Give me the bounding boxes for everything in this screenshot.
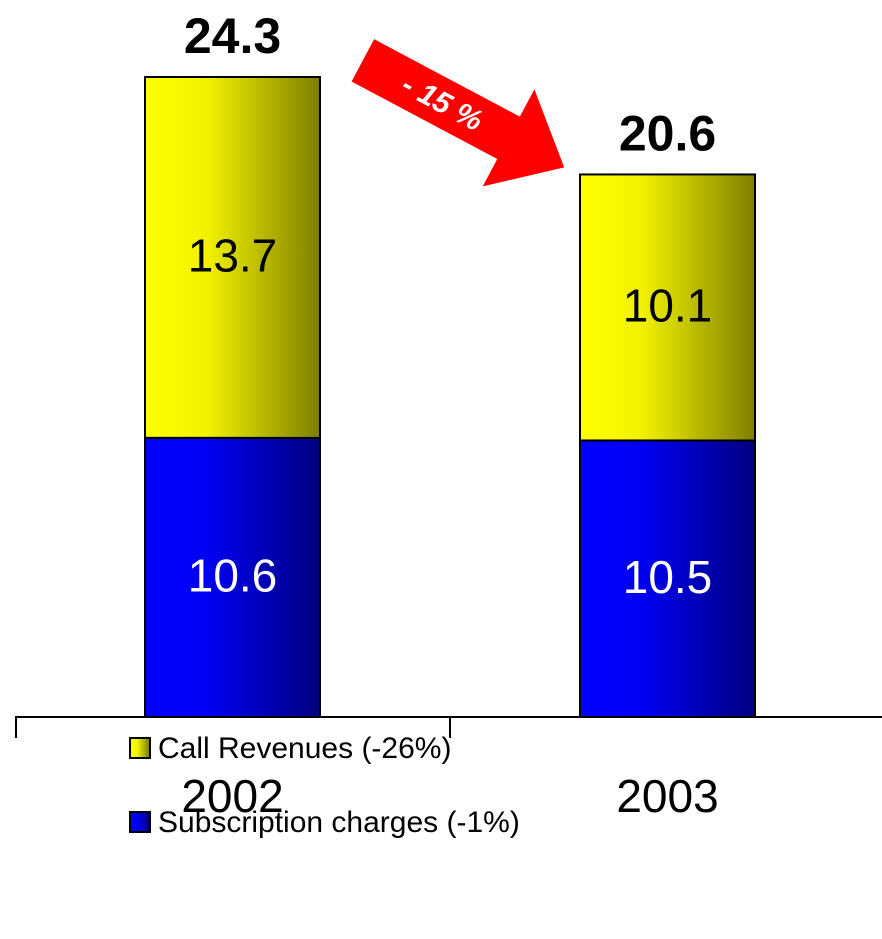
shade [131,739,149,757]
segment-label: 10.1 [623,280,713,332]
legend-label: Subscription charges (-1%) [158,806,520,839]
change-arrow: - 15 % [351,39,565,187]
segment-label: 10.6 [188,550,278,602]
shade [146,78,319,437]
shade [581,175,754,440]
segment-label: 10.5 [623,551,713,603]
x-tick-label: 2002 [181,770,283,822]
segment-label: 13.7 [188,230,278,282]
shade [146,438,319,716]
total-label: 20.6 [619,106,716,162]
shade [131,813,149,831]
arrow-shape [351,39,565,187]
legend-label: Call Revenues (-26%) [158,732,451,765]
shade [581,441,754,716]
total-label: 24.3 [184,8,281,64]
x-tick-label: 2003 [616,770,718,822]
